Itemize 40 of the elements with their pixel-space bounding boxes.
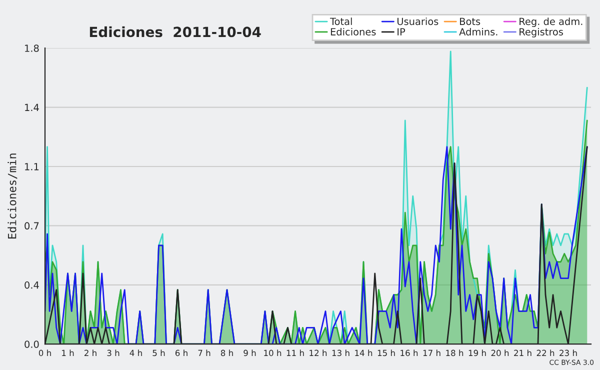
x-tick-label: 5 h xyxy=(152,350,165,356)
x-tick-label: 7 h xyxy=(198,350,210,356)
x-tick-label: 9 h xyxy=(244,350,256,356)
x-tick-label: 0 h xyxy=(38,350,51,356)
x-tick-label: 1 h xyxy=(62,350,74,356)
x-tick-label: 19 h xyxy=(468,350,486,356)
legend-label: Admins. xyxy=(459,28,498,36)
y-tick-label: 0.4 xyxy=(24,281,39,289)
x-tick-label: 12 h xyxy=(310,350,327,356)
y-tick-label: 1.1 xyxy=(25,163,39,170)
x-tick-label: 23 h xyxy=(560,350,577,356)
y-axis-title: Ediciones/min xyxy=(8,154,18,239)
x-tick-label: 18 h xyxy=(446,350,464,356)
x-tick-label: 11 h xyxy=(286,350,304,356)
x-tick-label: 20 h xyxy=(491,350,509,356)
x-tick-label: 13 h xyxy=(332,350,350,356)
y-tick-label: 1.4 xyxy=(25,104,39,111)
legend-label: Total xyxy=(330,18,352,26)
legend-label: Registros xyxy=(520,28,564,38)
legend-label: Bots xyxy=(460,18,480,26)
x-tick-label: 16 h xyxy=(400,350,418,356)
x-tick-label: 15 h xyxy=(378,350,395,356)
x-tick-label: 2 h xyxy=(84,350,96,356)
x-tick-label: 3 h xyxy=(107,350,120,356)
legend-label: IP xyxy=(398,28,406,36)
x-tick-label: 22 h xyxy=(536,350,554,356)
legend-label: Reg. de adm. xyxy=(520,18,582,27)
x-tick-label: 6 h xyxy=(175,350,188,356)
chart-title: Ediciones 2011-10-04 xyxy=(90,26,261,38)
x-tick-label: 8 h xyxy=(220,350,233,356)
y-tick-label: 0.7 xyxy=(24,222,39,230)
legend-label: Usuarios xyxy=(397,18,438,26)
x-tick-label: 14 h xyxy=(355,350,372,356)
x-tick-label: 4 h xyxy=(130,350,142,356)
x-tick-label: 10 h xyxy=(264,350,282,356)
x-tick-label: 21 h xyxy=(514,350,532,356)
legend-label: Ediciones xyxy=(330,28,376,36)
x-tick-label: 17 h xyxy=(423,350,440,356)
y-tick-label: 1.8 xyxy=(25,44,39,52)
y-tick-label: 0.0 xyxy=(24,340,39,348)
